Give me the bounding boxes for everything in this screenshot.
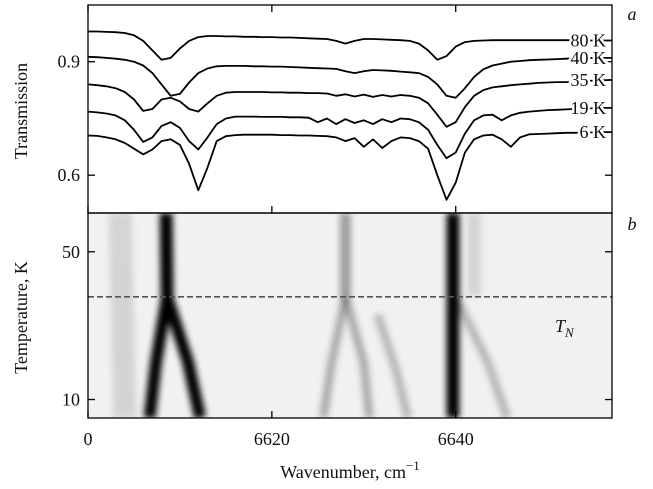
x-axis-label-text: Wavenumber, cm: [280, 462, 406, 482]
y-tick-label: 10: [62, 390, 80, 410]
series-label: 6 K: [580, 122, 607, 142]
transmission-curve: [88, 107, 612, 160]
absorption-band: [108, 213, 137, 418]
panel-label: b: [628, 214, 637, 234]
series-label: 35 K: [571, 70, 607, 90]
transmission-curve: [88, 55, 612, 99]
x-tick-label: 6620: [254, 429, 290, 449]
y-axis-label: Temperature, K: [11, 261, 31, 374]
curves: [88, 30, 612, 201]
absorption-band: [161, 294, 207, 418]
neel-label: TN: [555, 316, 575, 340]
transmission-curve: [88, 79, 612, 128]
absorption-band: [341, 295, 374, 418]
y-tick-label: 50: [62, 242, 80, 262]
absorption-band: [319, 295, 350, 418]
absorption-band: [451, 294, 512, 418]
series-label: 80 K: [571, 31, 607, 51]
x-tick-label: 6640: [438, 429, 474, 449]
absorption-band: [143, 295, 173, 418]
plot-frame: [87, 4, 613, 214]
x-axis-label: Wavenumber, cm−1: [280, 458, 420, 482]
x-tick-label: 0: [84, 429, 93, 449]
neel-symbol: T: [555, 316, 567, 336]
panel-label: a: [628, 4, 637, 24]
transmission-curve: [88, 30, 612, 61]
plot-frame: [87, 212, 613, 419]
transmission-curve: [88, 131, 612, 201]
series-label: 19 K: [571, 98, 607, 118]
absorption-band: [159, 213, 174, 297]
neel-subscript: N: [564, 325, 575, 340]
series-label: 40 K: [571, 48, 607, 68]
y-axis-label: Transmission: [11, 63, 31, 159]
bands: [108, 213, 512, 418]
y-tick-label: 0.9: [58, 52, 81, 72]
heatmap: [88, 213, 612, 418]
y-tick-label: 0.6: [58, 165, 81, 185]
absorption-band: [373, 313, 412, 418]
x-axis-label-sup: −1: [406, 458, 420, 473]
